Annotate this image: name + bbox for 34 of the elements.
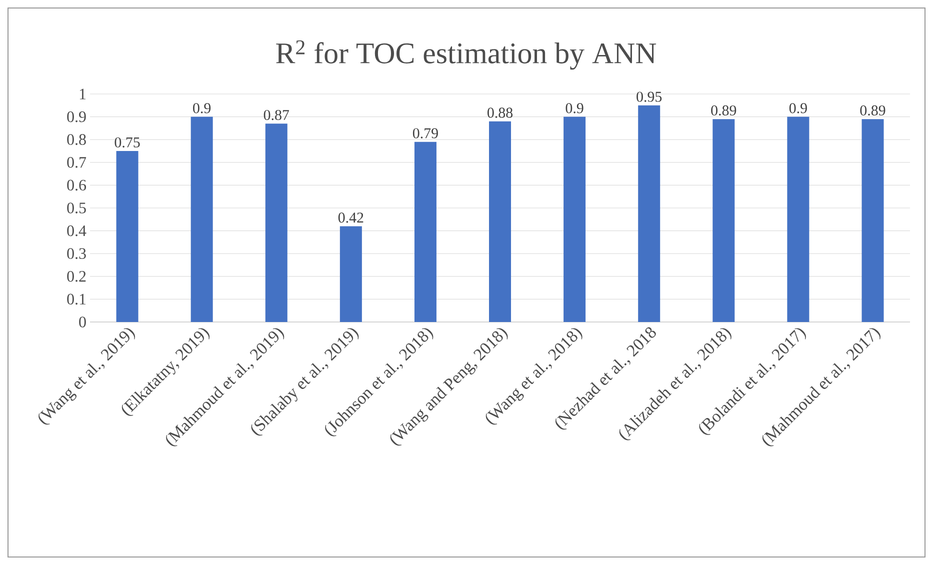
data-label: 0.9 — [566, 103, 584, 114]
bar — [862, 119, 884, 322]
data-label: 0.89 — [711, 105, 736, 116]
data-label: 0.88 — [487, 108, 513, 118]
data-label: 0.87 — [264, 110, 290, 120]
y-tick-label: 0.3 — [67, 248, 86, 259]
data-label: 0.9 — [193, 103, 211, 114]
y-tick-label: 0.8 — [67, 134, 86, 145]
data-label: 0.9 — [789, 103, 807, 114]
data-label: 0.75 — [114, 137, 140, 148]
bar — [116, 150, 138, 322]
data-label: 0.42 — [338, 212, 364, 223]
y-tick-label: 0.7 — [67, 156, 86, 168]
y-tick-label: 0.9 — [67, 111, 86, 122]
bar — [190, 116, 213, 322]
y-tick-label: 0.6 — [67, 180, 86, 191]
data-label: 0.79 — [412, 128, 438, 138]
bar — [414, 142, 436, 322]
bar — [712, 119, 735, 322]
y-tick-label: 0.4 — [67, 225, 86, 236]
bar — [638, 105, 660, 322]
y-tick-label: 0.5 — [67, 202, 86, 214]
y-tick-label: 1 — [80, 88, 86, 100]
bar — [489, 121, 512, 322]
bar — [265, 124, 288, 322]
bar — [787, 116, 810, 322]
y-tick-label: 0 — [79, 316, 86, 328]
bar — [564, 116, 586, 322]
data-label: 0.89 — [860, 105, 886, 116]
y-tick-label: 0.1 — [67, 294, 86, 305]
bar — [340, 226, 362, 322]
data-label: 0.95 — [636, 92, 662, 102]
chart-title: R$^{2}$ for TOC estimation by ANN — [276, 40, 656, 70]
y-tick-label: 0.2 — [67, 270, 86, 282]
